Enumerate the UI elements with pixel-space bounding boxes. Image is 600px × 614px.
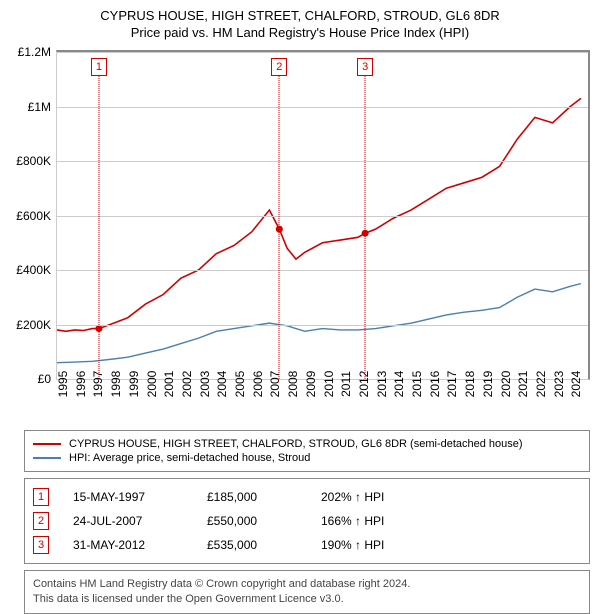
gridline xyxy=(57,270,588,271)
transaction-marker-icon: 1 xyxy=(33,488,49,506)
transaction-marker: 3 xyxy=(357,58,373,76)
x-axis-label: 2009 xyxy=(304,371,318,398)
legend-item: CYPRUS HOUSE, HIGH STREET, CHALFORD, STR… xyxy=(33,437,581,451)
y-axis-label: £1M xyxy=(28,100,51,114)
transaction-date: 24-JUL-2007 xyxy=(73,514,183,528)
transaction-marker-icon: 2 xyxy=(33,512,49,530)
x-axis-label: 2011 xyxy=(339,371,353,397)
x-axis-label: 2022 xyxy=(534,371,548,398)
x-axis-label: 2021 xyxy=(516,371,530,398)
transactions-table: 1 15-MAY-1997 £185,000 202% ↑ HPI 2 24-J… xyxy=(24,478,590,564)
x-axis-label: 2014 xyxy=(392,371,406,398)
x-axis-label: 2020 xyxy=(499,371,513,398)
transaction-marker-icon: 3 xyxy=(33,536,49,554)
footer-line: This data is licensed under the Open Gov… xyxy=(33,592,581,607)
x-axis-label: 2015 xyxy=(410,371,424,398)
legend-swatch xyxy=(33,443,61,445)
x-axis-label: 2006 xyxy=(251,371,265,398)
transaction-date: 15-MAY-1997 xyxy=(73,490,183,504)
legend-label: HPI: Average price, semi-detached house,… xyxy=(69,452,310,464)
transaction-delta: 190% ↑ HPI xyxy=(321,538,384,552)
table-row: 2 24-JUL-2007 £550,000 166% ↑ HPI xyxy=(33,509,581,533)
transaction-price: £535,000 xyxy=(207,538,297,552)
gridline xyxy=(57,325,588,326)
y-axis-label: £400K xyxy=(16,263,51,277)
x-axis-label: 2017 xyxy=(445,371,459,398)
x-axis-label: 2010 xyxy=(322,371,336,398)
transaction-marker: 1 xyxy=(91,58,107,76)
x-axis-label: 2023 xyxy=(552,371,566,398)
x-axis-label: 2002 xyxy=(180,371,194,398)
table-row: 1 15-MAY-1997 £185,000 202% ↑ HPI xyxy=(33,485,581,509)
x-axis-label: 2000 xyxy=(145,371,159,398)
transaction-vline xyxy=(98,76,99,379)
y-axis-label: £800K xyxy=(16,154,51,168)
x-axis-label: 2003 xyxy=(198,371,212,398)
transaction-marker: 2 xyxy=(271,58,287,76)
legend-label: CYPRUS HOUSE, HIGH STREET, CHALFORD, STR… xyxy=(69,438,523,450)
legend-swatch xyxy=(33,457,61,459)
chart-container: CYPRUS HOUSE, HIGH STREET, CHALFORD, STR… xyxy=(0,0,600,614)
x-axis-label: 2008 xyxy=(286,371,300,398)
legend: CYPRUS HOUSE, HIGH STREET, CHALFORD, STR… xyxy=(24,430,590,472)
x-axis-label: 2007 xyxy=(268,371,282,398)
x-axis-label: 1998 xyxy=(109,371,123,398)
y-axis-label: £1.2M xyxy=(18,45,51,59)
footer: Contains HM Land Registry data © Crown c… xyxy=(24,570,590,614)
plot-area: £0£200K£400K£600K£800K£1M£1.2M123 xyxy=(56,50,590,380)
x-axis-label: 2018 xyxy=(463,371,477,398)
chart-title: CYPRUS HOUSE, HIGH STREET, CHALFORD, STR… xyxy=(0,8,600,23)
transaction-vline xyxy=(279,76,280,379)
x-axis-label: 1999 xyxy=(127,371,141,398)
x-axis-labels: 1995199619971998199920002001200220032004… xyxy=(56,380,590,424)
x-axis-label: 2012 xyxy=(357,371,371,398)
legend-item: HPI: Average price, semi-detached house,… xyxy=(33,451,581,465)
x-axis-label: 2024 xyxy=(569,371,583,398)
chart-subtitle: Price paid vs. HM Land Registry's House … xyxy=(0,25,600,40)
transaction-delta: 202% ↑ HPI xyxy=(321,490,384,504)
gridline xyxy=(57,52,588,53)
x-axis-label: 1997 xyxy=(91,371,105,398)
title-block: CYPRUS HOUSE, HIGH STREET, CHALFORD, STR… xyxy=(0,0,600,40)
transaction-date: 31-MAY-2012 xyxy=(73,538,183,552)
x-axis-label: 2019 xyxy=(481,371,495,398)
x-axis-label: 1995 xyxy=(56,371,70,398)
y-axis-label: £0 xyxy=(38,372,51,386)
series-line xyxy=(57,284,581,363)
x-axis-label: 1996 xyxy=(74,371,88,398)
y-axis-label: £200K xyxy=(16,318,51,332)
transaction-vline xyxy=(365,76,366,379)
x-axis-label: 2016 xyxy=(428,371,442,398)
x-axis-label: 2005 xyxy=(233,371,247,398)
table-row: 3 31-MAY-2012 £535,000 190% ↑ HPI xyxy=(33,533,581,557)
x-axis-label: 2001 xyxy=(162,371,176,398)
x-axis-label: 2004 xyxy=(215,371,229,398)
transaction-price: £550,000 xyxy=(207,514,297,528)
transaction-delta: 166% ↑ HPI xyxy=(321,514,384,528)
gridline xyxy=(57,161,588,162)
gridline xyxy=(57,216,588,217)
x-axis-label: 2013 xyxy=(375,371,389,398)
y-axis-label: £600K xyxy=(16,209,51,223)
transaction-price: £185,000 xyxy=(207,490,297,504)
gridline xyxy=(57,107,588,108)
